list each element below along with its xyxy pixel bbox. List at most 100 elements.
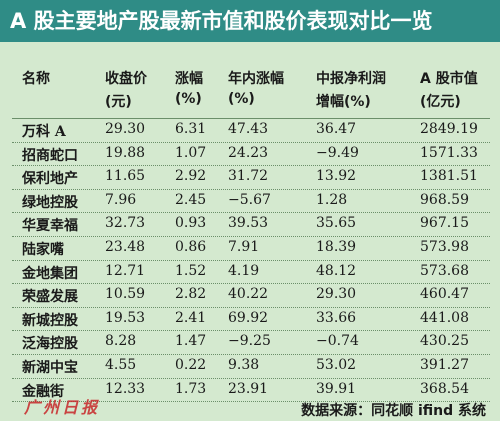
table-cell: 24.23 bbox=[228, 144, 269, 161]
separator bbox=[12, 118, 490, 119]
column-header: (亿元) bbox=[420, 94, 461, 110]
table-cell: 12.33 bbox=[105, 380, 146, 397]
column-header: (%) bbox=[175, 91, 202, 107]
table-cell: 1571.33 bbox=[420, 144, 478, 161]
row-separator bbox=[12, 401, 490, 403]
column-header: 涨幅 bbox=[175, 71, 203, 87]
table-cell: 8.28 bbox=[105, 333, 137, 350]
table-cell: 2.45 bbox=[175, 191, 207, 208]
table-cell: −5.67 bbox=[228, 191, 271, 208]
table-cell: −9.49 bbox=[316, 144, 359, 161]
company-name: 绿地控股 bbox=[22, 194, 78, 211]
table-cell: 48.12 bbox=[316, 262, 357, 279]
column-header: 收盘价 bbox=[105, 71, 147, 87]
company-name: 华夏幸福 bbox=[22, 218, 78, 235]
table-cell: 19.53 bbox=[105, 309, 146, 326]
table-cell: 968.59 bbox=[420, 191, 469, 208]
table-cell: 19.88 bbox=[105, 144, 146, 161]
table-cell: 6.31 bbox=[175, 121, 207, 137]
table-cell: 1.28 bbox=[316, 191, 348, 208]
table-cell: 36.47 bbox=[316, 121, 357, 137]
row-separator bbox=[12, 306, 490, 308]
row-separator bbox=[12, 165, 490, 167]
column-header: 中报净利润 bbox=[316, 71, 386, 87]
table-cell: −9.25 bbox=[228, 333, 271, 350]
table-cell: 33.66 bbox=[316, 309, 357, 326]
table-cell: 47.43 bbox=[228, 121, 269, 137]
table-cell: 573.68 bbox=[420, 262, 469, 279]
table-cell: 1.73 bbox=[175, 380, 207, 397]
table-cell: 2849.19 bbox=[420, 121, 478, 137]
table-cell: 29.30 bbox=[316, 286, 357, 303]
company-name: 荣盛发展 bbox=[22, 289, 78, 306]
column-header: (元) bbox=[105, 94, 132, 110]
row-separator bbox=[12, 377, 490, 379]
table-cell: 1.52 bbox=[175, 262, 207, 279]
company-name: 金融街 bbox=[22, 383, 64, 400]
row-separator bbox=[12, 330, 490, 332]
row-separator bbox=[12, 236, 490, 237]
company-name: 新城控股 bbox=[22, 312, 78, 329]
row-separator bbox=[12, 283, 490, 285]
table-cell: 13.92 bbox=[316, 168, 357, 185]
company-name: 招商蛇口 bbox=[22, 147, 78, 164]
row-separator bbox=[12, 354, 490, 355]
table-cell: 35.65 bbox=[316, 215, 357, 232]
table-cell: 23.48 bbox=[105, 239, 146, 255]
column-header: 名称 bbox=[22, 71, 50, 87]
table-cell: 39.53 bbox=[228, 215, 269, 232]
table-cell: 1.47 bbox=[175, 333, 207, 350]
table-cell: 4.55 bbox=[105, 357, 137, 373]
table-cell: 31.72 bbox=[228, 168, 269, 185]
table-cell: 9.38 bbox=[228, 357, 260, 373]
table-cell: 12.71 bbox=[105, 262, 146, 279]
table-cell: 23.91 bbox=[228, 380, 269, 397]
table-cell: 69.92 bbox=[228, 309, 269, 326]
table-cell: 18.39 bbox=[316, 239, 357, 255]
column-header: 增幅(%) bbox=[316, 94, 371, 110]
company-name: 保利地产 bbox=[22, 171, 78, 188]
title: A 股主要地产股最新市值和股价表现对比一览 bbox=[0, 0, 500, 42]
column-header: 年内涨幅 bbox=[228, 71, 284, 87]
company-name: 金地集团 bbox=[22, 265, 78, 282]
table-cell: 368.54 bbox=[420, 380, 469, 397]
table-cell: 0.86 bbox=[175, 239, 207, 255]
table-cell: 2.82 bbox=[175, 286, 207, 303]
source-note: 数据来源：同花顺 ifind 系统 bbox=[301, 403, 486, 419]
table-cell: 32.73 bbox=[105, 215, 146, 232]
table-cell: 29.30 bbox=[105, 121, 146, 137]
table-cell: 967.15 bbox=[420, 215, 469, 232]
table-cell: 40.22 bbox=[228, 286, 269, 303]
table-cell: 2.41 bbox=[175, 309, 207, 326]
table-cell: 2.92 bbox=[175, 168, 207, 185]
table-cell: 39.91 bbox=[316, 380, 357, 397]
table-cell: 4.19 bbox=[228, 262, 260, 279]
table-cell: 391.27 bbox=[420, 357, 469, 373]
table-cell: 53.02 bbox=[316, 357, 357, 373]
table-cell: 7.91 bbox=[228, 239, 260, 255]
company-name: 万科 A bbox=[22, 124, 66, 140]
column-header: A 股市值 bbox=[420, 71, 478, 87]
company-name: 陆家嘴 bbox=[22, 242, 64, 258]
table-cell: 11.65 bbox=[105, 168, 146, 185]
row-separator bbox=[12, 259, 490, 261]
table-cell: 441.08 bbox=[420, 309, 469, 326]
table-cell: 0.22 bbox=[175, 357, 207, 373]
company-name: 新湖中宝 bbox=[22, 360, 78, 376]
table-cell: 7.96 bbox=[105, 191, 137, 208]
column-header: (%) bbox=[228, 91, 255, 107]
watermark: 广州日报 bbox=[24, 398, 101, 417]
table-cell: −0.74 bbox=[316, 333, 359, 350]
row-separator bbox=[12, 212, 490, 214]
table-cell: 430.25 bbox=[420, 333, 469, 350]
table-cell: 10.59 bbox=[105, 286, 146, 303]
table-cell: 460.47 bbox=[420, 286, 469, 303]
table-cell: 1381.51 bbox=[420, 168, 478, 185]
table-cell: 573.98 bbox=[420, 239, 469, 255]
row-separator bbox=[12, 141, 490, 143]
company-name: 泛海控股 bbox=[22, 336, 78, 353]
table-cell: 1.07 bbox=[175, 144, 207, 161]
table-cell: 0.93 bbox=[175, 215, 207, 232]
row-separator bbox=[12, 188, 490, 190]
